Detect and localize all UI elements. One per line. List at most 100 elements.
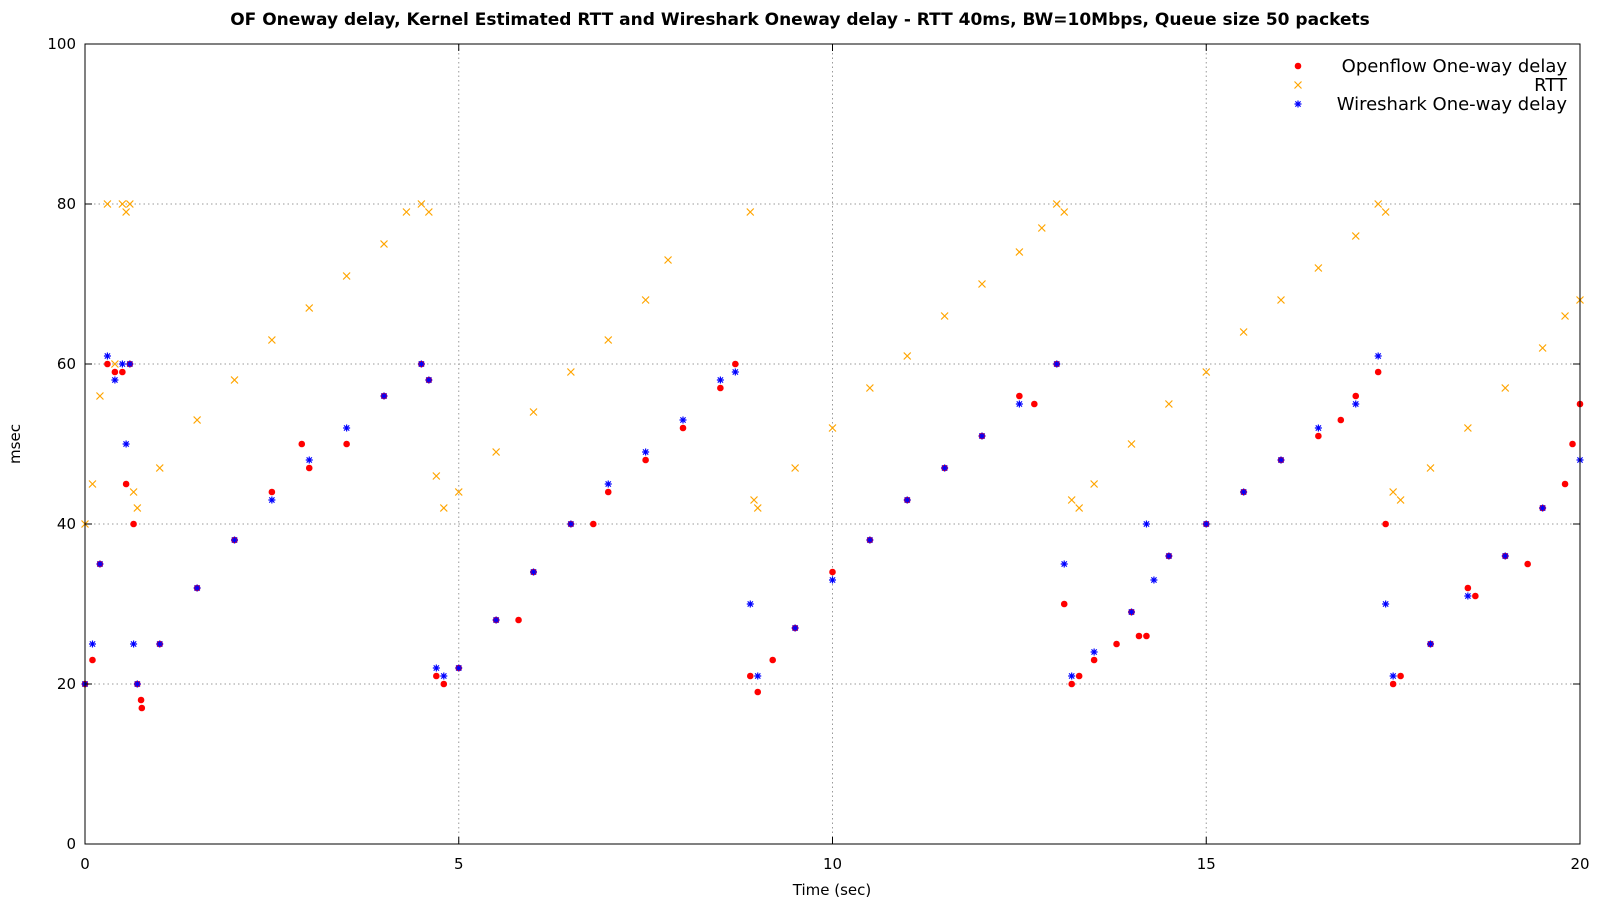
data-point <box>126 360 134 368</box>
data-point <box>750 496 758 504</box>
data-point <box>903 496 911 504</box>
data-point <box>746 208 755 216</box>
data-point <box>1016 392 1023 400</box>
data-point <box>268 488 276 496</box>
legend-marker <box>1294 81 1302 89</box>
data-point <box>604 480 612 488</box>
axis-ticks: 0 5 10 15 20 0 20 40 60 80 100 <box>47 35 1589 873</box>
data-point <box>829 576 836 584</box>
data-point <box>1052 200 1061 208</box>
data-point <box>1464 592 1472 600</box>
data-point <box>642 448 650 456</box>
data-point <box>1113 640 1120 648</box>
data-point <box>118 200 127 208</box>
data-point <box>753 504 762 512</box>
y-tick-label: 80 <box>57 195 76 213</box>
data-point <box>746 600 754 608</box>
data-point <box>664 256 672 264</box>
data-point <box>138 704 146 712</box>
data-point <box>1202 368 1211 376</box>
data-point <box>156 640 164 648</box>
data-point <box>1075 672 1083 680</box>
data-point <box>566 368 575 376</box>
data-point <box>529 408 538 416</box>
data-point <box>1464 584 1472 592</box>
data-point <box>1351 232 1360 240</box>
data-point <box>641 296 650 304</box>
data-point <box>380 240 388 248</box>
data-point <box>1128 608 1135 616</box>
data-point <box>424 208 433 216</box>
data-point <box>103 200 112 208</box>
data-point <box>1397 672 1404 680</box>
legend-marker <box>1294 62 1302 70</box>
data-point <box>1150 576 1158 584</box>
data-point <box>940 312 949 320</box>
x-tick-label: 5 <box>454 855 464 873</box>
data-point <box>88 640 96 648</box>
data-point <box>305 304 314 312</box>
data-point <box>1090 648 1098 656</box>
x-tick-label: 0 <box>80 855 90 873</box>
legend-label: RTT <box>1534 75 1568 96</box>
data-point <box>1463 424 1472 432</box>
data-point <box>754 688 762 696</box>
data-point <box>717 384 724 392</box>
data-point <box>88 480 97 488</box>
data-point <box>1202 520 1210 528</box>
data-point <box>492 448 501 456</box>
data-point <box>440 680 448 688</box>
data-point <box>1135 632 1143 640</box>
data-point <box>679 416 687 424</box>
data-point <box>193 416 202 424</box>
data-point <box>1143 632 1150 640</box>
data-point <box>454 488 463 496</box>
data-point <box>1382 600 1390 608</box>
data-point <box>1381 208 1390 216</box>
data-point <box>1239 328 1248 336</box>
data-point <box>1569 440 1576 448</box>
data-point <box>1561 312 1569 320</box>
data-point <box>119 368 126 376</box>
data-point <box>746 672 754 680</box>
data-point <box>941 464 949 472</box>
legend-marker <box>1294 100 1302 108</box>
data-point <box>122 480 130 488</box>
data-point <box>103 352 111 360</box>
data-point <box>1539 504 1547 512</box>
y-tick-label: 100 <box>47 35 76 53</box>
data-point <box>1037 224 1046 232</box>
data-point <box>96 560 104 568</box>
legend-label: Openflow One-way delay <box>1342 56 1568 77</box>
data-point <box>1538 344 1547 352</box>
data-point <box>791 624 799 632</box>
data-point <box>492 616 500 624</box>
data-point <box>129 488 138 496</box>
data-point <box>402 208 411 216</box>
data-point <box>1060 600 1068 608</box>
data-point <box>1426 464 1435 472</box>
data-point <box>130 640 138 648</box>
data-point <box>567 520 575 528</box>
data-point <box>122 440 130 448</box>
y-tick-label: 40 <box>57 515 76 533</box>
data-point <box>1164 400 1173 408</box>
data-point <box>1075 504 1084 512</box>
data-point <box>1427 640 1434 648</box>
data-point <box>829 568 836 576</box>
data-point <box>298 440 306 448</box>
data-point <box>417 360 425 368</box>
data-point <box>1389 488 1398 496</box>
data-point <box>1374 352 1382 360</box>
data-point <box>342 272 351 280</box>
data-point <box>111 376 119 384</box>
data-point <box>1501 384 1510 392</box>
data-point <box>1060 208 1069 216</box>
data-point <box>1561 480 1569 488</box>
data-point <box>1142 520 1150 528</box>
data-point <box>96 392 104 400</box>
data-point <box>530 568 537 576</box>
data-point <box>380 392 388 400</box>
